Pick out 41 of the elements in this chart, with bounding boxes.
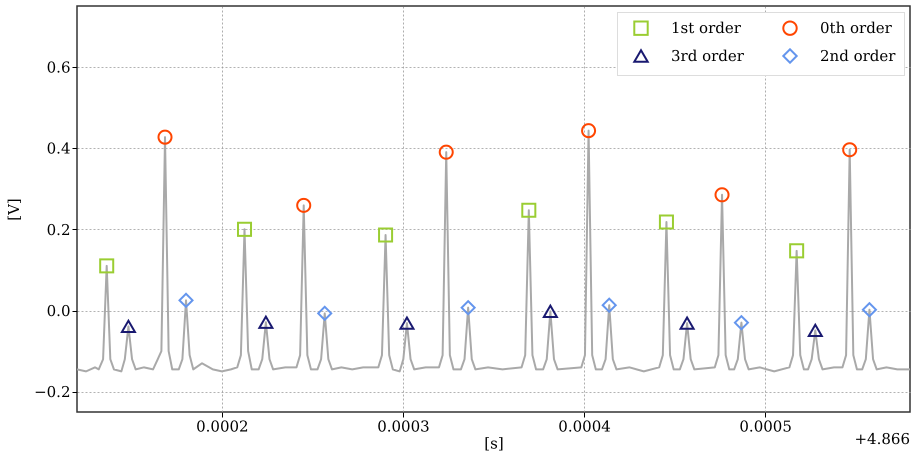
legend-label: 2nd order <box>820 47 896 65</box>
point <box>658 214 674 230</box>
line-series <box>77 130 910 372</box>
y-tick-label: 0.0 <box>46 302 70 320</box>
point <box>236 222 252 237</box>
point <box>317 306 332 321</box>
point <box>862 302 877 318</box>
legend-label: 3rd order <box>671 47 745 65</box>
point <box>157 130 173 145</box>
point <box>521 202 536 218</box>
point <box>399 316 414 330</box>
x-tick-label: 0.0004 <box>558 418 611 436</box>
y-tick-label: 0.2 <box>46 220 70 239</box>
point <box>581 123 596 138</box>
point <box>542 304 558 318</box>
legend-label: 1st order <box>671 19 742 38</box>
point <box>714 187 730 202</box>
point <box>460 300 476 316</box>
point <box>296 198 312 213</box>
text: +4.866 <box>854 430 910 448</box>
y-tick-label: 0.4 <box>46 140 70 158</box>
point <box>258 316 274 329</box>
point <box>789 243 804 258</box>
point <box>842 142 858 158</box>
point <box>120 320 136 333</box>
legend-label: 0th order <box>820 19 893 38</box>
y-tick-label: −0.2 <box>34 383 70 402</box>
point <box>734 315 749 330</box>
x-axis-title: [s] <box>484 434 504 452</box>
point <box>808 324 823 338</box>
x-tick-label: 0.0005 <box>739 418 792 436</box>
point <box>438 144 454 160</box>
point <box>178 292 194 308</box>
x-tick-label: 0.0002 <box>196 418 249 436</box>
point <box>602 298 617 313</box>
y-axis-title: [V] <box>5 198 24 221</box>
point <box>99 258 114 274</box>
point <box>378 227 394 243</box>
y-tick-label: 0.6 <box>46 58 70 76</box>
point <box>680 316 695 330</box>
x-tick-label: 0.0003 <box>377 418 430 436</box>
